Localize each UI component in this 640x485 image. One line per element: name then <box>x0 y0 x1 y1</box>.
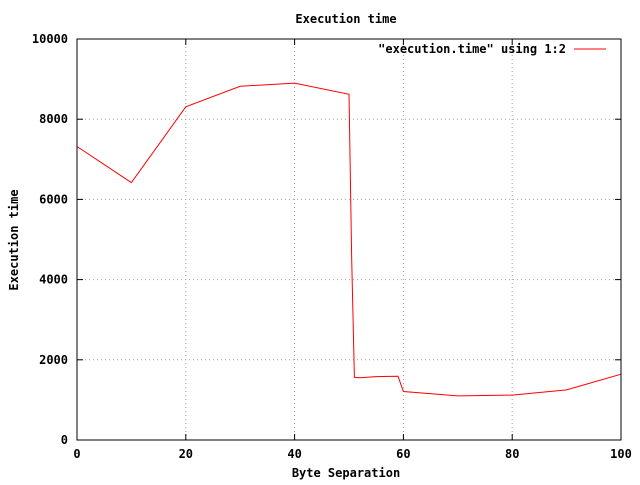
legend: "execution.time" using 1:2 <box>378 42 606 56</box>
x-tick-label: 100 <box>610 447 632 461</box>
legend-label: "execution.time" using 1:2 <box>378 42 566 56</box>
chart-title: Execution time <box>295 12 396 26</box>
x-tick-label: 20 <box>179 447 193 461</box>
y-tick-label: 0 <box>61 433 68 447</box>
x-axis-label: Byte Separation <box>292 466 400 480</box>
tick-layer <box>76 38 622 441</box>
y-tick-label: 2000 <box>39 353 68 367</box>
y-tick-label: 8000 <box>39 112 68 126</box>
tick-label-layer: 0 20 40 60 80 100 0 2000 4000 6000 8000 10000 <box>32 32 632 461</box>
series-layer <box>76 82 622 397</box>
y-tick-label: 6000 <box>39 192 68 206</box>
y-axis-label: Execution time <box>7 189 21 290</box>
plot-frame <box>76 38 622 441</box>
x-tick-label: 60 <box>396 447 410 461</box>
x-tick-label: 0 <box>73 447 80 461</box>
y-tick-label: 4000 <box>39 273 68 287</box>
y-tick-label: 10000 <box>32 32 68 46</box>
x-tick-label: 40 <box>287 447 301 461</box>
series-line <box>76 82 622 397</box>
x-tick-label: 80 <box>505 447 519 461</box>
